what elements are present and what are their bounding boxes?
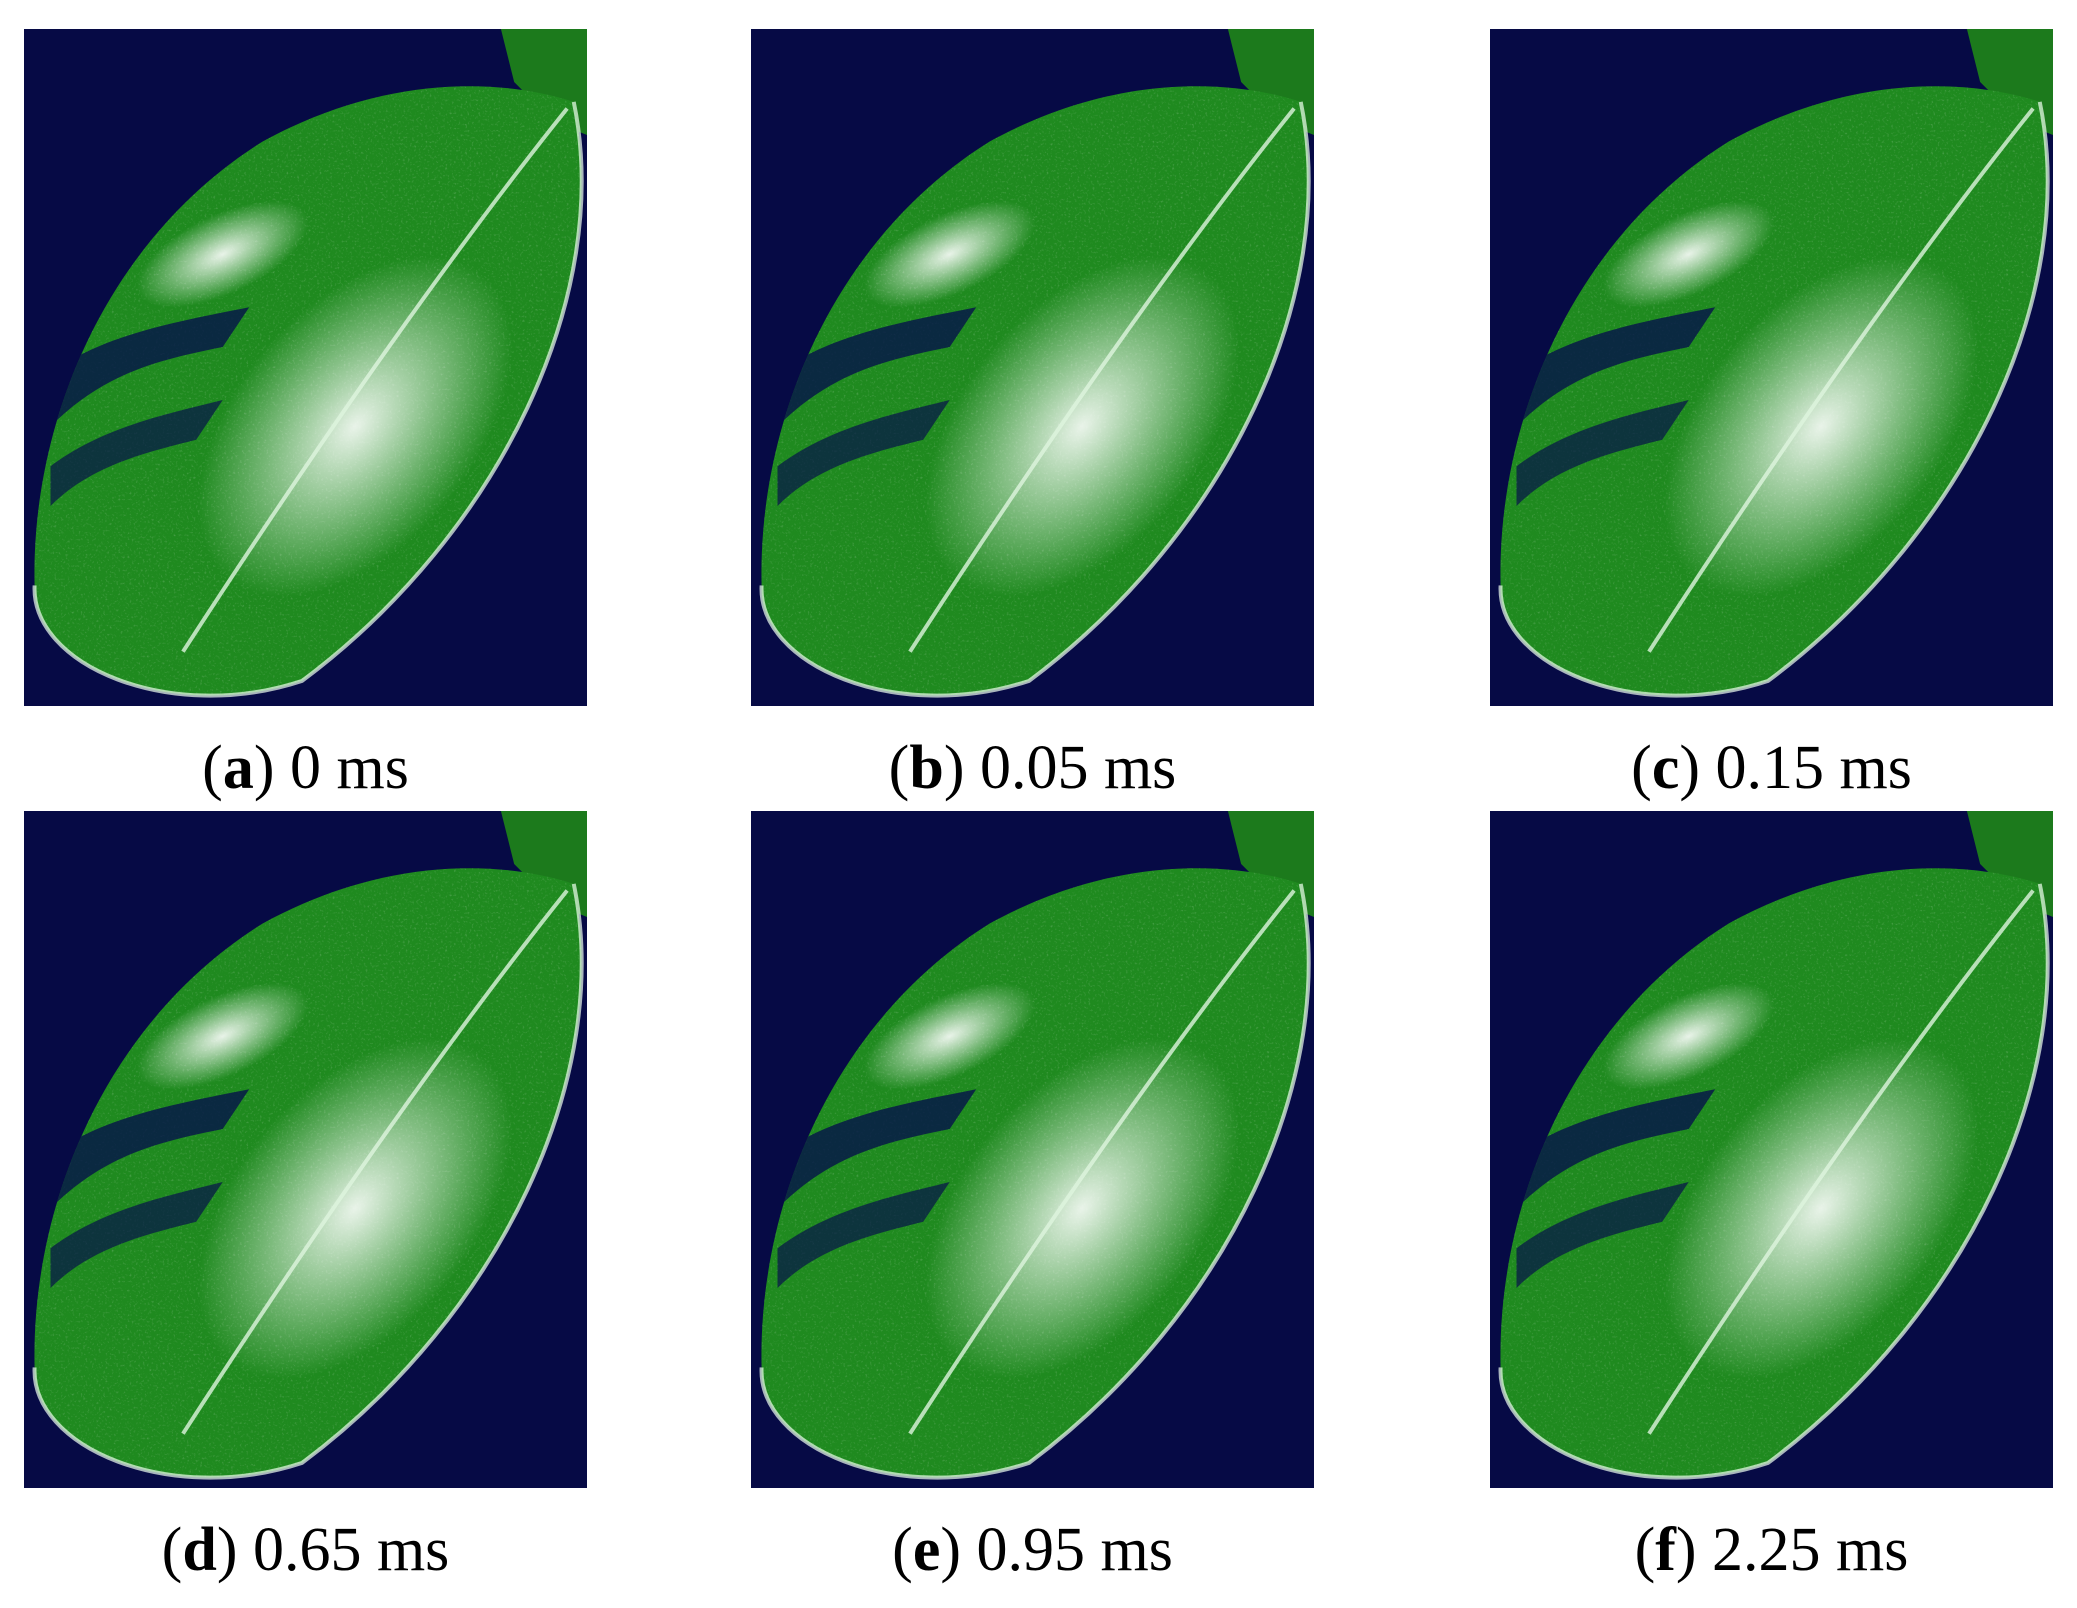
caption-text: ) 0.05 ms — [943, 734, 1177, 802]
panel-letter: c — [1651, 734, 1680, 802]
caption-text: ( — [892, 1516, 913, 1584]
panel: (c) 0.15 ms — [1490, 29, 2053, 808]
leaf-image — [24, 811, 587, 1488]
caption: (d) 0.65 ms — [24, 1510, 587, 1590]
caption: (e) 0.95 ms — [751, 1510, 1314, 1590]
caption-text: ( — [1631, 734, 1652, 802]
caption-text: ) 0.15 ms — [1679, 734, 1912, 802]
panel-letter: f — [1655, 1516, 1676, 1584]
leaf-image — [751, 811, 1314, 1488]
caption-text: ) 2.25 ms — [1675, 1516, 1909, 1584]
caption-text: ( — [1634, 1516, 1656, 1584]
caption-text: ( — [161, 1516, 183, 1584]
leaf-image — [24, 29, 587, 706]
panel-letter: d — [182, 1516, 217, 1584]
caption: (a) 0 ms — [24, 728, 587, 808]
leaf-image — [751, 29, 1314, 706]
caption-text: ) 0 ms — [253, 734, 409, 802]
panel-letter: b — [909, 734, 944, 802]
panel-letter: e — [912, 1516, 941, 1584]
leaf-image — [1490, 811, 2053, 1488]
caption-text: ( — [888, 734, 910, 802]
leaf-image — [1490, 29, 2053, 706]
caption: (c) 0.15 ms — [1490, 728, 2053, 808]
caption-text: ) 0.65 ms — [216, 1516, 450, 1584]
caption-text: ) 0.95 ms — [940, 1516, 1173, 1584]
panel: (f) 2.25 ms — [1490, 811, 2053, 1590]
panel-letter: a — [222, 734, 254, 802]
panel: (e) 0.95 ms — [751, 811, 1314, 1590]
panel: (a) 0 ms — [24, 29, 587, 808]
panel: (b) 0.05 ms — [751, 29, 1314, 808]
caption: (f) 2.25 ms — [1490, 1510, 2053, 1590]
caption: (b) 0.05 ms — [751, 728, 1314, 808]
panel: (d) 0.65 ms — [24, 811, 587, 1590]
caption-text: ( — [202, 734, 223, 802]
